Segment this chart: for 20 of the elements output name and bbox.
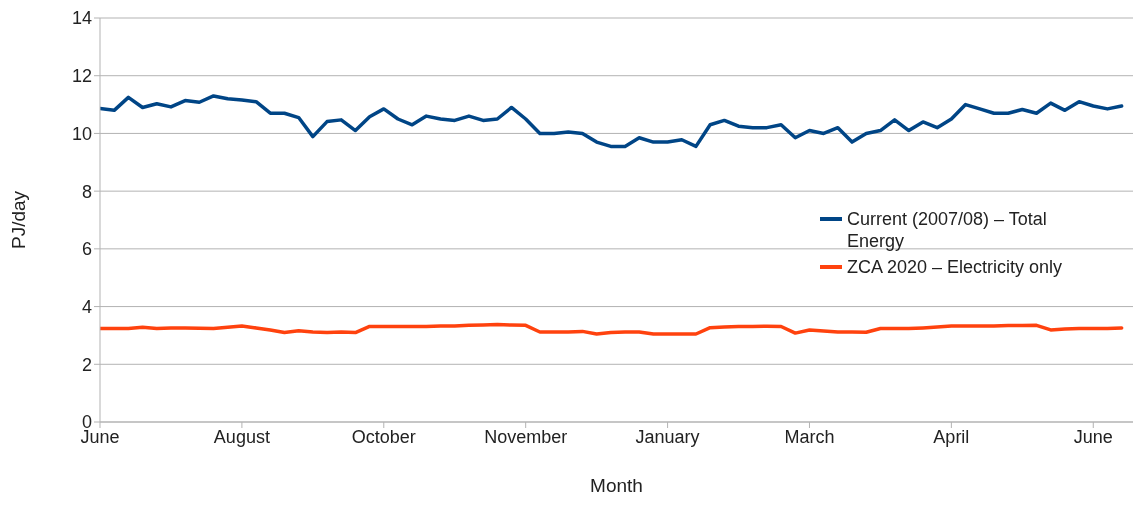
y-tick-label: 2	[81, 354, 92, 375]
x-tick-label: October	[351, 426, 416, 447]
x-tick-label: March	[784, 426, 835, 447]
x-tick-label: November	[484, 426, 568, 447]
x-tick-label: June	[1073, 426, 1113, 447]
y-axis-title: PJ/day	[7, 190, 29, 250]
y-tick-label: 10	[71, 123, 92, 144]
x-tick-label: January	[635, 426, 700, 447]
line-series	[100, 322, 1124, 336]
line-series	[100, 94, 1124, 149]
x-axis-title: Month	[590, 475, 643, 496]
y-tick-label: 12	[71, 66, 92, 87]
y-tick-label: 4	[81, 296, 92, 317]
y-tick-label: 6	[81, 239, 92, 260]
legend-label: Current (2007/08) – Total Energy	[847, 208, 1048, 252]
y-tick-label: 8	[81, 181, 92, 202]
x-tick-label: April	[933, 426, 970, 447]
y-tick-label: 14	[71, 8, 92, 29]
legend-label: ZCA 2020 – Electricity only	[847, 256, 1064, 278]
x-tick-label: August	[213, 426, 270, 447]
